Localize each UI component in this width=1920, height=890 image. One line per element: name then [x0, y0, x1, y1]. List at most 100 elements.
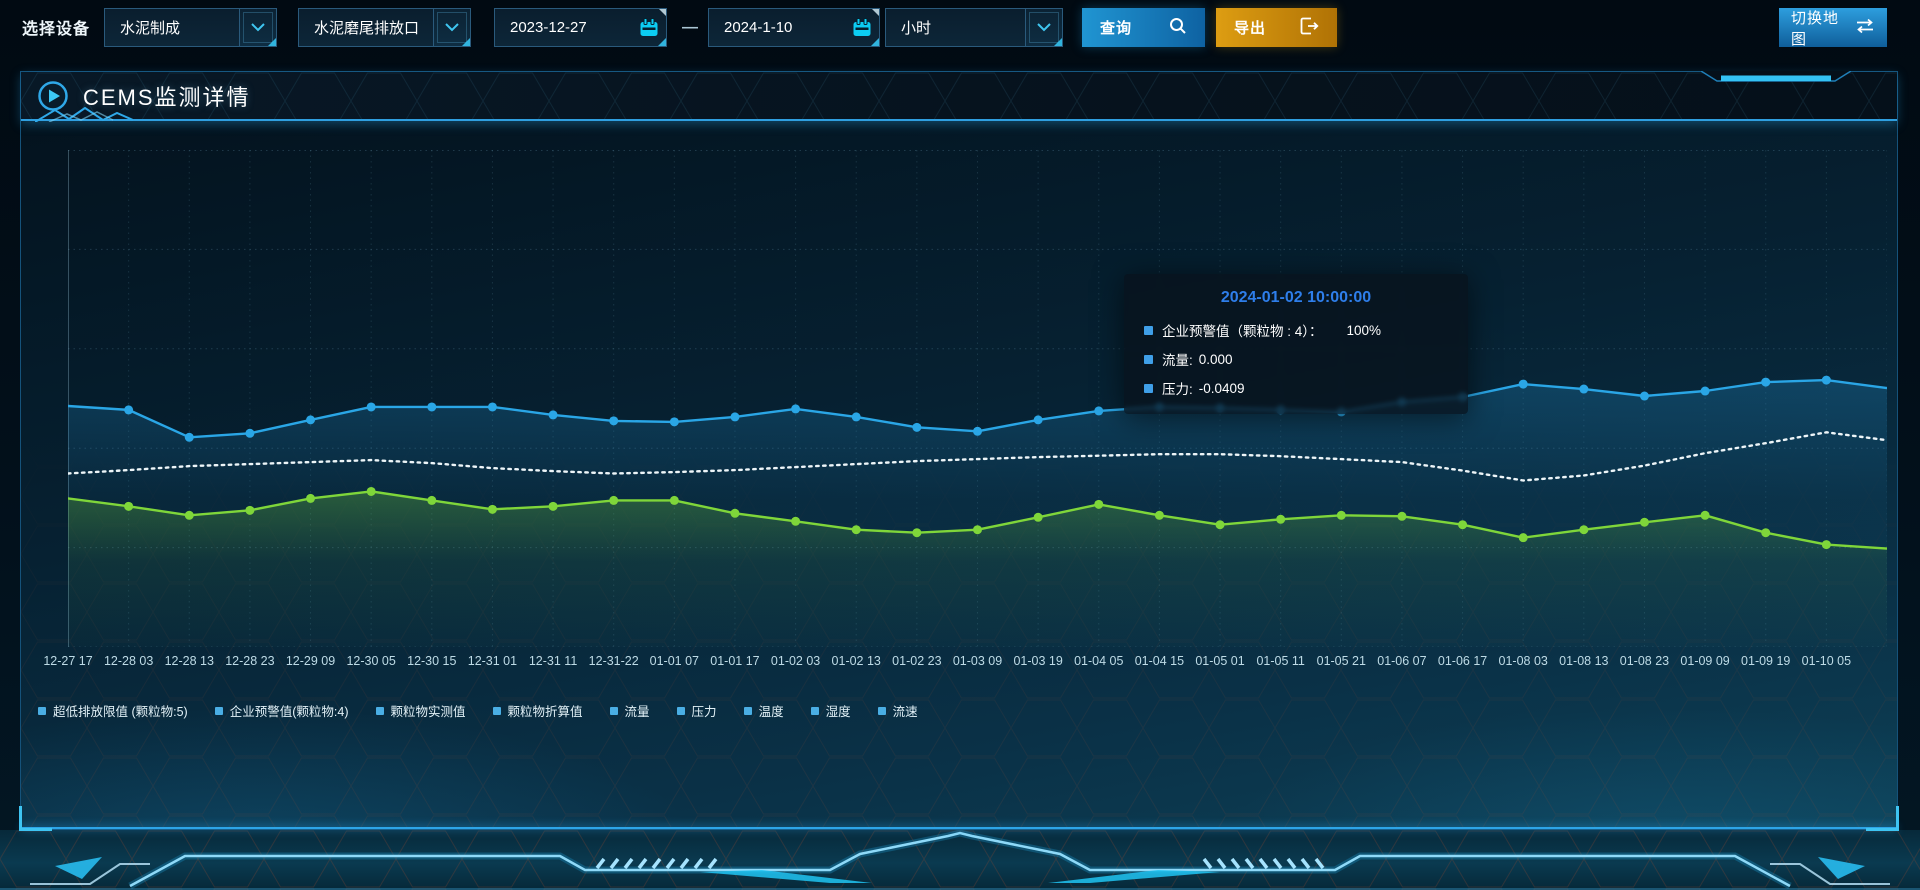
data-point: [184, 432, 194, 442]
legend-label: 湿度: [825, 705, 851, 719]
legend-item[interactable]: 流速: [877, 701, 918, 720]
x-axis-tick-label: 12-30 05: [346, 654, 396, 668]
calendar-icon: [845, 9, 879, 46]
data-point: [1276, 514, 1286, 524]
legend-marker-icon: [214, 706, 223, 715]
x-axis-tick-label: 01-05 01: [1195, 654, 1245, 668]
chart-tooltip: 2024-01-02 10:00:00 企业预警值（颗粒物 : 4）： 100% 流…: [1124, 274, 1468, 414]
tooltip-value: 0.000: [1198, 351, 1233, 367]
search-icon: [1169, 17, 1187, 39]
data-point: [245, 505, 255, 515]
chevron-down-icon: [1025, 9, 1062, 46]
tooltip-value: -0.0409: [1198, 380, 1245, 396]
data-point: [427, 495, 437, 505]
legend-item[interactable]: 颗粒物实测值: [375, 701, 466, 720]
x-axis-tick-label: 12-28 13: [164, 654, 214, 668]
switch-map-button[interactable]: 切换地图: [1779, 8, 1887, 48]
data-point: [1336, 510, 1346, 520]
data-point: [1154, 510, 1164, 520]
data-point: [669, 495, 679, 505]
tooltip-row: 流量: 0.000: [1144, 349, 1448, 369]
x-axis-labels: 12-27 17 12-28 03 12-28 13 12-28 23 12-29 09…: [43, 654, 1887, 672]
data-point: [487, 504, 497, 514]
data-point: [1821, 375, 1831, 385]
legend-item[interactable]: 颗粒物折算值: [492, 701, 583, 720]
data-point: [851, 525, 861, 535]
data-point: [548, 410, 558, 420]
series-marker-icon: [1144, 383, 1153, 393]
query-button[interactable]: 查询: [1082, 8, 1205, 47]
legend-marker-icon: [810, 706, 819, 715]
chevron-down-icon: [239, 9, 276, 46]
x-axis-tick-label: 01-02 03: [770, 654, 821, 668]
x-axis-tick-label: 01-02 13: [831, 654, 881, 668]
data-point: [1458, 520, 1468, 530]
legend-label: 颗粒物折算值: [507, 705, 583, 719]
data-point: [306, 493, 316, 503]
interval-select[interactable]: 小时: [885, 8, 1063, 47]
date-range-separator: —: [682, 18, 698, 36]
data-point: [609, 416, 619, 426]
x-axis-tick-label: 12-29 09: [285, 654, 336, 668]
x-axis-tick-label: 01-08 03: [1498, 654, 1548, 668]
x-axis-tick-label: 01-01 17: [710, 654, 760, 668]
series-压力: [68, 486, 1887, 647]
legend-item[interactable]: 湿度: [810, 701, 851, 720]
zigzag-decoration: [35, 106, 134, 122]
chevron-down-icon: [433, 9, 470, 46]
legend-item[interactable]: 温度: [743, 701, 784, 720]
chart-legend: 超低排放限值 (颗粒物:5) 企业预警值(颗粒物:4) 颗粒物实测值 颗粒物折算值 流量…: [38, 701, 918, 720]
legend-item[interactable]: 企业预警值(颗粒物:4): [214, 701, 349, 720]
legend-item[interactable]: 超低排放限值 (颗粒物:5): [38, 701, 188, 720]
device-type-select[interactable]: 水泥制成: [104, 8, 277, 47]
data-point: [1761, 528, 1771, 538]
data-point: [1579, 384, 1589, 394]
device-select-label: 选择设备: [22, 21, 91, 38]
query-button-label: 查询: [1100, 20, 1133, 37]
legend-label: 流速: [892, 705, 918, 719]
x-axis-tick-label: 01-05 11: [1256, 654, 1305, 668]
data-point: [730, 508, 740, 518]
x-axis-tick-label: 01-08 13: [1559, 654, 1609, 668]
export-icon: [1300, 17, 1319, 39]
data-point: [912, 528, 922, 538]
legend-label: 颗粒物实测值: [390, 705, 466, 719]
data-point: [1579, 525, 1589, 535]
cems-detail-panel: CEMS监测详情 12-27 17 12-28 03 12-28 13 12-28 2…: [19, 71, 1899, 831]
panel-bottom-glow-line: [21, 827, 1897, 829]
series-企业预警值(颗粒物:4): [68, 431, 1887, 482]
x-axis-tick-label: 01-09 19: [1741, 654, 1791, 668]
data-point: [366, 402, 376, 412]
x-axis-tick-label: 01-03 09: [952, 654, 1003, 668]
cems-line-chart[interactable]: [68, 150, 1887, 647]
swap-arrows-icon: [1855, 18, 1875, 38]
data-point: [1700, 510, 1710, 520]
data-point: [791, 404, 801, 414]
start-date-picker[interactable]: 2023-12-27: [494, 8, 667, 47]
x-axis-tick-label: 01-02 23: [892, 654, 942, 668]
tooltip-label: 流量:: [1162, 353, 1193, 368]
export-button[interactable]: 导出: [1216, 8, 1337, 47]
data-point: [124, 501, 134, 511]
x-axis-tick-label: 12-30 15: [407, 654, 457, 668]
start-date-value: 2023-12-27: [510, 19, 587, 36]
end-date-picker[interactable]: 2024-1-10: [708, 8, 880, 47]
series-marker-icon: [1144, 325, 1153, 335]
data-point: [1639, 517, 1649, 527]
tooltip-row: 压力: -0.0409: [1144, 378, 1448, 398]
legend-item[interactable]: 流量: [609, 701, 650, 720]
legend-label: 超低排放限值 (颗粒物:5): [53, 705, 188, 719]
header-notch-decoration: [1701, 71, 1851, 82]
x-axis-tick-label: 12-31 11: [528, 654, 578, 668]
x-axis-tick-label: 01-08 23: [1619, 654, 1670, 668]
x-axis-tick-label: 01-09 09: [1680, 654, 1730, 668]
data-point: [1821, 540, 1831, 550]
x-axis-tick-label: 01-01 07: [649, 654, 700, 668]
x-axis-tick-label: 12-27 17: [43, 654, 93, 668]
tooltip-value: 100%: [1346, 322, 1382, 338]
data-point: [1761, 377, 1771, 387]
outlet-select[interactable]: 水泥磨尾排放口: [298, 8, 471, 47]
x-axis-tick-label: 01-04 15: [1134, 654, 1185, 668]
legend-item[interactable]: 压力: [676, 701, 717, 720]
